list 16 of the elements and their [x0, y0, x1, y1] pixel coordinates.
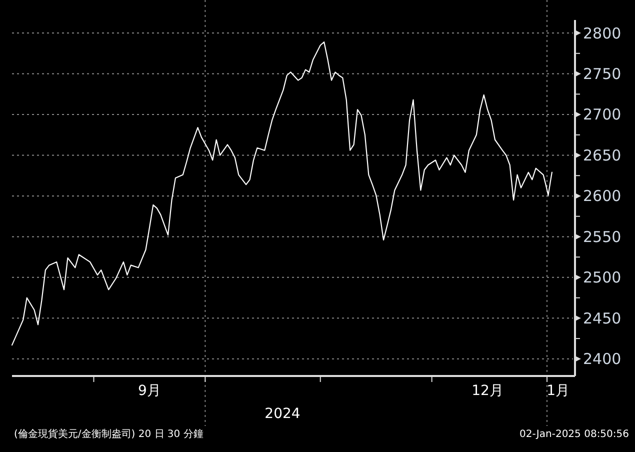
- x-tick-label: 12月: [472, 383, 504, 399]
- y-tick-label: 2550: [583, 228, 622, 246]
- x-tick-label: 9月: [138, 383, 161, 399]
- y-tick-label: 2600: [583, 187, 622, 206]
- y-tick-label: 2500: [583, 268, 622, 287]
- text: (倫金現貨美元/金衡制盎司) 20 日 30 分鐘: [14, 428, 204, 440]
- y-tick-label: 2400: [583, 350, 622, 368]
- y-tick-label: 2800: [583, 24, 622, 42]
- x-tick-label: 1月: [546, 383, 570, 399]
- y-tick-label: 2750: [583, 65, 622, 84]
- y-tick-label: 2700: [583, 106, 622, 124]
- text: 02-Jan-2025 08:50:56: [520, 429, 629, 440]
- y-tick-label: 2450: [583, 309, 622, 328]
- x-axis-title: 2024: [264, 406, 300, 422]
- line-series: [11, 41, 552, 346]
- y-tick-label: 2650: [583, 146, 622, 164]
